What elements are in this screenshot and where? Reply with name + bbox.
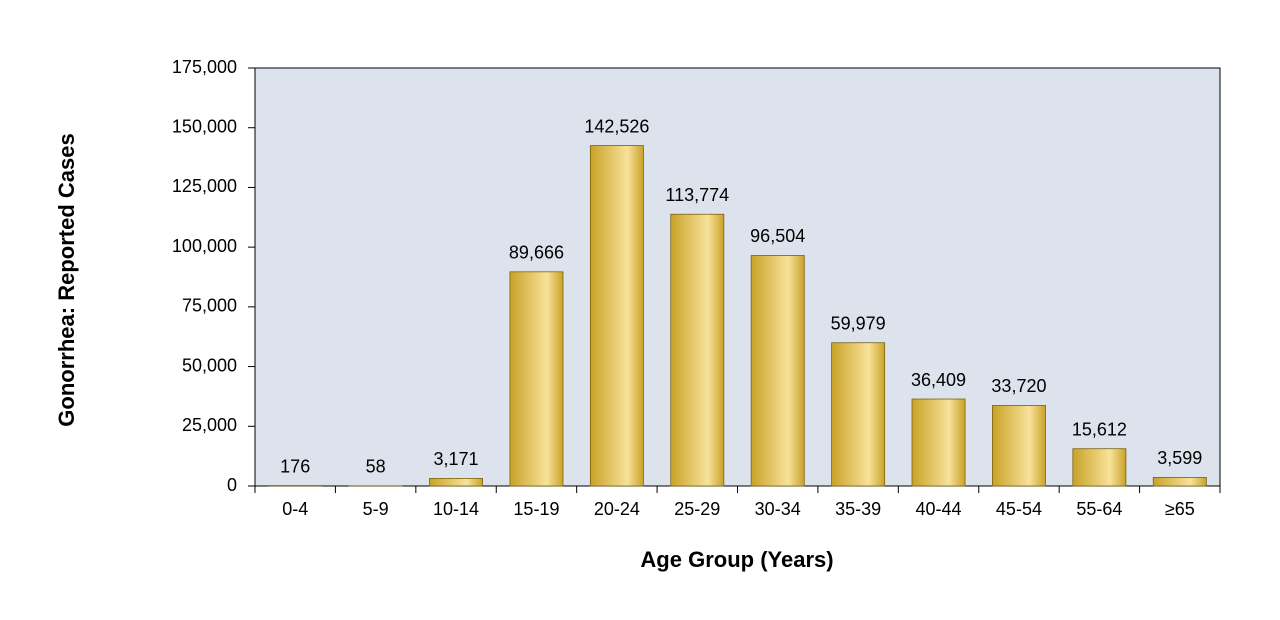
value-label: 176 — [280, 456, 310, 476]
y-axis-title: Gonorrhea: Reported Cases — [54, 133, 79, 426]
y-tick-label: 175,000 — [172, 57, 237, 77]
bar — [589, 145, 644, 487]
value-label: 89,666 — [509, 243, 564, 263]
x-tick-label: 15-19 — [513, 499, 559, 519]
value-label: 3,599 — [1157, 448, 1202, 468]
x-tick-label: 35-39 — [835, 499, 881, 519]
bar — [1072, 448, 1127, 487]
x-tick-label: 0-4 — [282, 499, 308, 519]
y-tick-label: 50,000 — [182, 355, 237, 375]
value-label: 36,409 — [911, 370, 966, 390]
value-label: 15,612 — [1072, 419, 1127, 439]
x-tick-label: ≥65 — [1165, 499, 1195, 519]
y-tick-label: 100,000 — [172, 236, 237, 256]
bar — [750, 255, 805, 487]
x-tick-label: 45-54 — [996, 499, 1042, 519]
y-tick-label: 150,000 — [172, 116, 237, 136]
value-label: 3,171 — [434, 449, 479, 469]
bar — [992, 405, 1046, 487]
plot-area — [254, 67, 1221, 487]
value-label: 142,526 — [584, 116, 649, 136]
bar — [509, 271, 564, 487]
value-label: 113,774 — [665, 185, 729, 205]
x-tick-label: 20-24 — [594, 499, 640, 519]
bar — [911, 398, 966, 487]
x-tick-label: 30-34 — [755, 499, 801, 519]
y-tick-label: 0 — [227, 475, 237, 495]
bar — [831, 342, 886, 487]
x-tick-label: 10-14 — [433, 499, 479, 519]
value-label: 96,504 — [750, 226, 805, 246]
value-label: 59,979 — [831, 313, 886, 333]
x-tick-label: 25-29 — [674, 499, 720, 519]
bar — [429, 478, 483, 487]
x-tick-label: 55-64 — [1076, 499, 1122, 519]
y-tick-label: 125,000 — [172, 176, 237, 196]
x-tick-label: 40-44 — [916, 499, 962, 519]
bar — [670, 213, 725, 487]
x-axis-title: Age Group (Years) — [640, 547, 833, 572]
value-label: 33,720 — [991, 376, 1046, 396]
y-tick-label: 75,000 — [182, 296, 237, 316]
value-label: 58 — [366, 457, 386, 477]
y-tick-label: 25,000 — [182, 415, 237, 435]
x-tick-label: 5-9 — [363, 499, 389, 519]
bar — [1152, 477, 1207, 487]
